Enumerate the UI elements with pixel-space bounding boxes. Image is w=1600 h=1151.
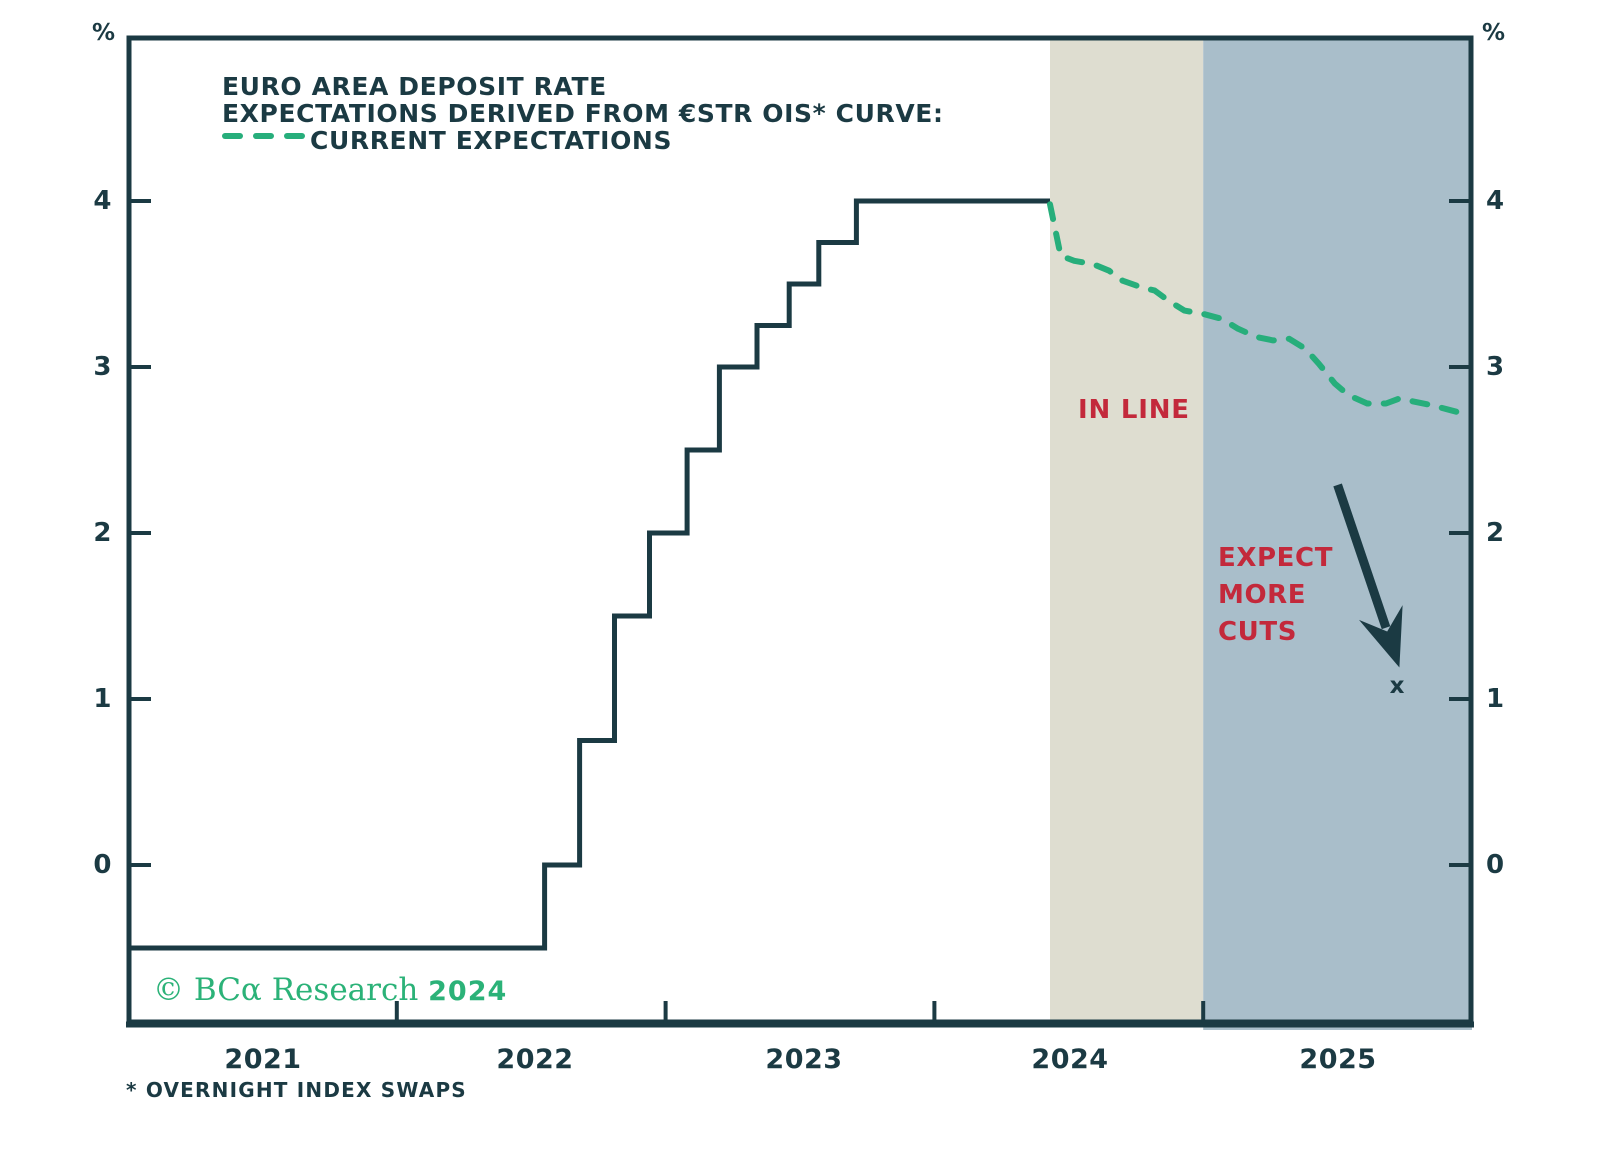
y-tick-right-2: 2 — [1486, 518, 1505, 548]
y-tick-left-3: 3 — [93, 352, 112, 382]
footnote: * OVERNIGHT INDEX SWAPS — [126, 1078, 467, 1102]
series-dashed-line — [1047, 201, 1473, 419]
annotation-expect-line: EXPECT — [1218, 543, 1334, 573]
y-tick-right-1: 1 — [1486, 684, 1505, 714]
chart-title-line2: EXPECTATIONS DERIVED FROM €STR OIS* CURV… — [222, 99, 944, 128]
x-tick-2021: 2021 — [224, 1044, 302, 1075]
y-axis-unit-left: % — [92, 20, 117, 46]
y-tick-right-3: 3 — [1486, 352, 1505, 382]
legend-dash-icon — [253, 133, 274, 139]
annotation-cuts-line: CUTS — [1218, 617, 1298, 647]
copyright-notice: © BCα Research 2024 — [153, 972, 507, 1008]
x-tick-2022: 2022 — [496, 1044, 574, 1075]
legend-label: CURRENT EXPECTATIONS — [310, 126, 673, 155]
chart-title-line1: EURO AREA DEPOSIT RATE — [222, 72, 607, 101]
y-tick-left-2: 2 — [93, 518, 112, 548]
legend-dash-icon — [222, 133, 243, 139]
series-step-line — [128, 198, 1050, 951]
copyright-year: 2024 — [428, 976, 508, 1007]
cuts-arrow-head-icon — [1359, 605, 1403, 668]
x-tick-2025: 2025 — [1299, 1044, 1377, 1075]
annotation-more-line: MORE — [1218, 580, 1307, 610]
legend-row — [222, 133, 305, 139]
annotation-in-line: IN LINE — [1078, 395, 1190, 425]
y-tick-left-4: 4 — [93, 186, 112, 216]
y-axis-unit-right: % — [1482, 20, 1507, 46]
y-tick-left-0: 0 — [93, 850, 112, 880]
x-target-marker: x — [1389, 673, 1405, 699]
legend-dash-icon — [284, 133, 305, 139]
y-tick-right-4: 4 — [1486, 186, 1505, 216]
region-1 — [1203, 39, 1472, 1030]
y-tick-right-0: 0 — [1486, 850, 1505, 880]
region-0 — [1050, 39, 1204, 1021]
x-tick-2024: 2024 — [1031, 1044, 1109, 1075]
annotation-expect-more-cuts: EXPECT MORE CUTS — [1218, 540, 1333, 651]
y-tick-left-1: 1 — [93, 684, 112, 714]
cuts-arrow-shaft — [1333, 483, 1391, 630]
copyright-main: © BCα Research — [153, 972, 429, 1008]
x-tick-2023: 2023 — [765, 1044, 843, 1075]
